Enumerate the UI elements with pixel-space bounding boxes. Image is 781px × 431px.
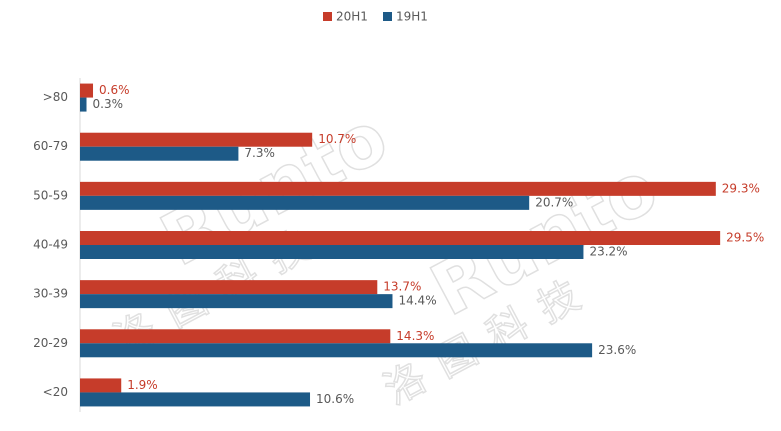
value-label: 29.3% bbox=[722, 181, 760, 195]
y-tick-label: 30-39 bbox=[33, 287, 68, 301]
bar bbox=[80, 146, 239, 161]
bar bbox=[80, 97, 87, 112]
bar bbox=[80, 280, 378, 295]
bar bbox=[80, 343, 593, 358]
value-label: 14.4% bbox=[398, 294, 436, 308]
value-label: 1.9% bbox=[127, 378, 158, 392]
value-label: 0.3% bbox=[93, 97, 124, 111]
legend-swatch bbox=[323, 12, 332, 21]
value-label: 20.7% bbox=[535, 195, 573, 209]
value-label: 10.7% bbox=[318, 132, 356, 146]
y-tick-label: 60-79 bbox=[33, 139, 68, 153]
value-label: 14.3% bbox=[396, 329, 434, 343]
legend-label: 19H1 bbox=[396, 10, 428, 24]
value-label: 7.3% bbox=[244, 146, 275, 160]
bar bbox=[80, 294, 393, 309]
bar bbox=[80, 83, 94, 98]
bar bbox=[80, 329, 391, 344]
legend-label: 20H1 bbox=[336, 10, 368, 24]
bar bbox=[80, 181, 716, 196]
y-tick-label: 40-49 bbox=[33, 238, 68, 252]
bar bbox=[80, 195, 530, 210]
value-label: 10.6% bbox=[316, 392, 354, 406]
value-label: 13.7% bbox=[383, 280, 421, 294]
y-tick-label: >80 bbox=[43, 90, 68, 104]
y-tick-label: <20 bbox=[43, 385, 68, 399]
y-tick-label: 20-29 bbox=[33, 336, 68, 350]
bar bbox=[80, 392, 311, 407]
value-label: 23.6% bbox=[598, 343, 636, 357]
bar bbox=[80, 378, 122, 393]
y-tick-label: 50-59 bbox=[33, 188, 68, 202]
value-label: 0.6% bbox=[99, 83, 129, 97]
bar bbox=[80, 245, 584, 259]
bar bbox=[80, 132, 313, 147]
bar bbox=[80, 231, 721, 245]
legend-swatch bbox=[383, 12, 392, 21]
value-label: 23.2% bbox=[589, 245, 627, 259]
value-label: 29.5% bbox=[726, 231, 764, 245]
